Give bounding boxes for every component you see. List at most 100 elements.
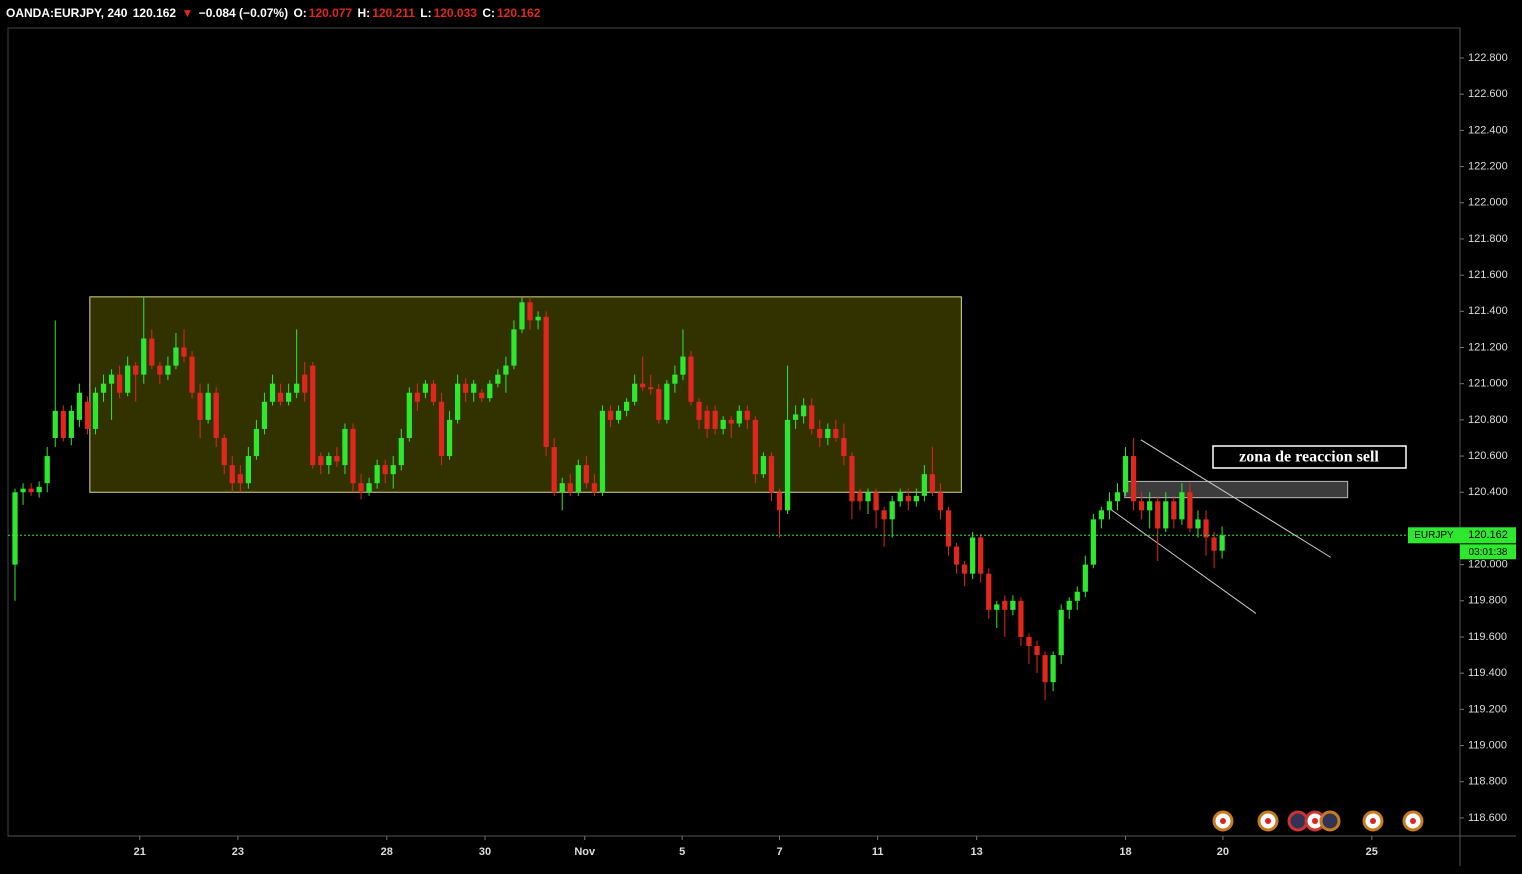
candle-body xyxy=(503,365,509,375)
candle-body xyxy=(704,410,710,429)
price-tag: 120.162 xyxy=(1468,529,1508,541)
event-icon[interactable] xyxy=(1287,810,1309,832)
candle-body xyxy=(1114,492,1121,502)
x-tick-label: 18 xyxy=(1119,846,1131,858)
candle-body xyxy=(253,428,260,457)
plot xyxy=(12,296,1349,701)
candle-body xyxy=(615,410,622,420)
event-icon[interactable] xyxy=(1402,810,1424,832)
candle-body xyxy=(277,392,284,402)
candle-body xyxy=(680,356,686,375)
candle-body xyxy=(229,465,235,484)
trendline xyxy=(1140,439,1332,558)
candle-body xyxy=(422,383,429,393)
candle-body xyxy=(720,419,726,429)
candle-body xyxy=(1010,600,1016,610)
candle-body xyxy=(149,338,155,366)
candle-body xyxy=(664,383,670,420)
candle-body xyxy=(736,410,742,424)
countdown: 03:01:38 xyxy=(1469,547,1508,558)
candle-body xyxy=(599,410,606,493)
candle-body xyxy=(294,383,300,393)
candle-body xyxy=(463,383,469,393)
candle-body xyxy=(1155,501,1161,529)
zone xyxy=(89,296,962,493)
event-icon[interactable] xyxy=(1319,810,1341,832)
candle-body xyxy=(978,537,984,574)
annotation-box xyxy=(1212,445,1407,469)
candle-body xyxy=(28,488,34,493)
candle-body xyxy=(527,302,533,321)
candle-body xyxy=(446,419,453,457)
candle-body xyxy=(20,488,26,493)
candle-body xyxy=(511,329,517,366)
low: 120.033 xyxy=(433,6,477,20)
candle-body xyxy=(302,374,308,393)
event-icon[interactable] xyxy=(1257,810,1279,832)
y-tick-label: 119.600 xyxy=(1468,631,1507,643)
candle-body xyxy=(1163,501,1169,529)
candle-body xyxy=(382,465,388,475)
candle-body xyxy=(640,383,646,388)
symbol: OANDA:EURJPY, 240 xyxy=(6,6,128,20)
event-icon[interactable] xyxy=(1212,810,1234,832)
candle-body xyxy=(350,428,356,484)
candle-body xyxy=(1219,535,1225,551)
candle-body xyxy=(623,401,630,411)
candle-body xyxy=(479,392,485,399)
candle-body xyxy=(165,365,171,375)
x-tick-label: 13 xyxy=(971,846,983,858)
close-label: C: xyxy=(482,6,495,20)
candle-body xyxy=(197,392,203,420)
close: 120.162 xyxy=(496,6,541,20)
x-tick-label: 23 xyxy=(232,846,244,858)
candle-body xyxy=(849,456,855,502)
candle-body xyxy=(833,428,839,438)
open-label: O: xyxy=(293,6,307,20)
candle-body xyxy=(189,356,195,393)
event-icons xyxy=(1212,810,1424,832)
candle-body xyxy=(801,405,807,417)
high-label: H: xyxy=(357,6,371,20)
candle-body xyxy=(117,374,123,393)
candle-body xyxy=(752,419,758,475)
x-tick-label: 20 xyxy=(1217,846,1229,858)
candle-body xyxy=(454,383,461,420)
candle-body xyxy=(1066,600,1072,610)
candle-body xyxy=(881,510,887,520)
candle-body xyxy=(1130,456,1137,502)
candle-body xyxy=(221,437,227,466)
candle-body xyxy=(12,492,18,565)
candle-body xyxy=(334,456,340,462)
candle-body xyxy=(543,316,549,448)
y-tick-label: 120.000 xyxy=(1468,559,1508,571)
candle-body xyxy=(841,437,847,457)
candle-body xyxy=(326,456,332,466)
candle-body xyxy=(712,410,718,429)
candle-body xyxy=(792,414,799,420)
candle-body xyxy=(52,410,58,438)
candle-body xyxy=(970,537,976,574)
candle-body xyxy=(728,419,734,424)
y-tick-label: 121.600 xyxy=(1468,269,1508,281)
candle-body xyxy=(398,437,404,466)
candle-body xyxy=(945,510,952,547)
candle-body xyxy=(768,456,775,493)
event-icon[interactable] xyxy=(1362,810,1384,832)
candle-body xyxy=(438,401,445,457)
candle-body xyxy=(809,405,815,429)
candle-body xyxy=(905,495,911,502)
x-tick-label: 30 xyxy=(479,846,491,858)
last-price: 120.162 xyxy=(132,6,177,20)
candle-body xyxy=(817,428,823,438)
candle-body xyxy=(1018,600,1024,637)
candle-body xyxy=(84,401,91,429)
candle-body xyxy=(430,383,437,402)
candle-body xyxy=(535,316,541,321)
candle-body xyxy=(108,374,115,384)
candle-body xyxy=(953,546,960,565)
candle-body xyxy=(632,383,638,402)
candle-body xyxy=(125,365,131,393)
